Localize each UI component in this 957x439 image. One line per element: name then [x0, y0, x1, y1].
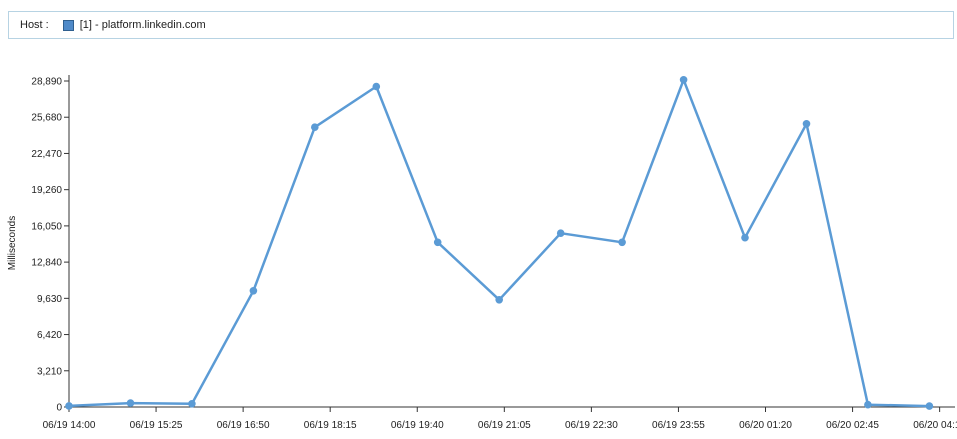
- x-tick-label: 06/19 16:50: [217, 420, 270, 431]
- data-point[interactable]: [556, 229, 565, 237]
- data-point[interactable]: [495, 296, 504, 304]
- x-axis-ticks: 06/19 14:00 06/19 15:25 06/19 16:50 06/19 1…: [43, 407, 957, 431]
- data-point[interactable]: [679, 76, 688, 84]
- data-point[interactable]: [311, 123, 319, 131]
- chart-axes: [68, 75, 955, 408]
- data-point[interactable]: [249, 287, 258, 295]
- data-point[interactable]: [126, 399, 135, 407]
- data-point[interactable]: [372, 82, 381, 91]
- series-legend-label[interactable]: [1] - platform.linkedin.com: [79, 19, 206, 31]
- x-tick-label: 06/19 19:40: [391, 420, 444, 431]
- y-axis-ticks: 0 3,210 6,420 9,630 12,840 16,050 19,260 22,470…: [31, 77, 69, 414]
- y-tick-label: 16,050: [31, 221, 62, 232]
- x-tick-label: 06/19 18:15: [304, 420, 357, 431]
- x-tick-label: 06/19 14:00: [43, 420, 96, 431]
- y-tick-label: 9,630: [37, 294, 62, 305]
- data-point[interactable]: [433, 238, 442, 247]
- y-tick-label: 25,680: [31, 113, 62, 124]
- y-tick-label: 12,840: [31, 258, 62, 269]
- x-tick-label: 06/19 15:25: [130, 420, 183, 431]
- data-point[interactable]: [618, 238, 626, 247]
- data-point[interactable]: [65, 402, 73, 410]
- x-tick-label: 06/20 01:20: [739, 420, 792, 431]
- series-line: [68, 78, 930, 408]
- y-tick-label: 3,210: [37, 366, 62, 377]
- legend-bar: Host : [1] - platform.linkedin.com: [8, 11, 954, 39]
- data-point[interactable]: [741, 233, 749, 242]
- data-point[interactable]: [864, 400, 872, 409]
- x-tick-label: 06/20 04:10: [913, 420, 957, 431]
- host-label: Host :: [20, 19, 49, 31]
- data-point[interactable]: [925, 402, 934, 410]
- series-swatch-icon[interactable]: [62, 19, 74, 31]
- data-point[interactable]: [188, 400, 196, 408]
- y-axis-label: Milliseconds: [7, 216, 18, 270]
- y-tick-label: 28,890: [31, 77, 62, 88]
- x-tick-label: 06/19 21:05: [478, 420, 531, 431]
- x-tick-label: 06/20 02:45: [826, 420, 879, 431]
- data-point[interactable]: [802, 120, 811, 128]
- x-tick-label: 06/19 22:30: [565, 420, 618, 431]
- y-tick-label: 0: [56, 403, 62, 414]
- y-tick-label: 6,420: [37, 330, 62, 341]
- series-group: [65, 76, 934, 410]
- y-tick-label: 19,260: [31, 185, 62, 196]
- x-tick-label: 06/19 23:55: [652, 420, 705, 431]
- y-tick-label: 22,470: [31, 149, 62, 160]
